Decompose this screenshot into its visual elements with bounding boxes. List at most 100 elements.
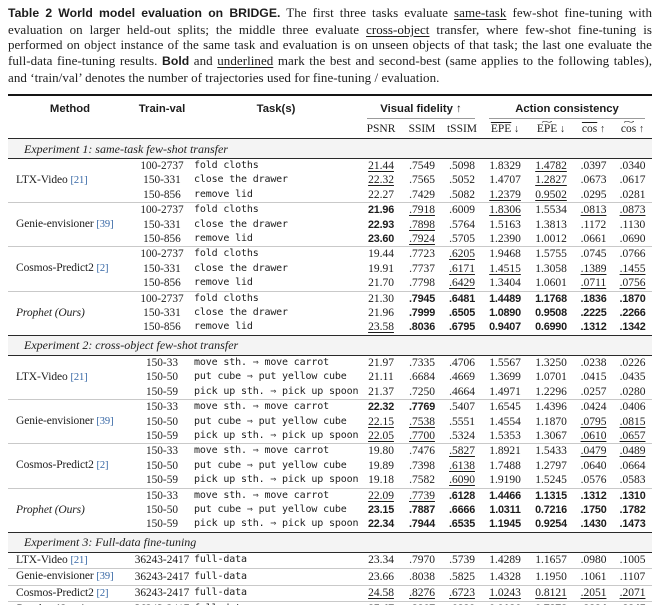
metric-value-cell: .0257 (574, 385, 613, 400)
metric-value-cell: .6535 (442, 517, 482, 532)
table-row: Cosmos-Predict2 [2] 100-2737 fold cloths 19… (8, 246, 653, 292)
train-val-cell: 150-33 (132, 399, 192, 415)
metric-value: .7945 (408, 292, 436, 305)
metric-value-cell: .7335 (402, 355, 442, 370)
metric-value-cell: .0795 (574, 415, 613, 429)
metric-value-cell: .7924 (402, 232, 442, 247)
task-cell: remove lid (194, 321, 253, 333)
metric-value: 1.9190 (489, 474, 521, 487)
metric-label: PSNR (366, 122, 396, 135)
method-name: Genie-envisioner (16, 415, 94, 428)
table-row: Cosmos-Predict2 [2] 36243-2417 full-data 24… (8, 584, 653, 602)
caption: Table 2 World model evaluation on BRIDGE… (8, 5, 652, 86)
metric-value-cell: 1.5353 (482, 429, 528, 444)
train-val-cell: 100-2737 (140, 160, 184, 173)
train-val-cell: 150-331 (143, 174, 181, 187)
citation-link[interactable]: [21] (70, 554, 88, 566)
metric-value-cell: .1107 (613, 568, 653, 586)
task-cell: close the drawer (194, 218, 288, 230)
caption-segment: mark the best and second-best (same appl… (8, 53, 652, 85)
caption-segment: and (189, 53, 218, 69)
metric-value: 1.4289 (489, 554, 521, 567)
metric-value: .7739 (409, 489, 435, 502)
metric-label: EPE (490, 122, 512, 135)
metric-value: 1.8921 (489, 445, 521, 458)
metric-value-cell: 19.44 (360, 246, 402, 262)
metric-value-cell: 1.6545 (482, 399, 529, 415)
table-row: Prophet (Ours) 150-33 move sth. ⇒ move car… (8, 487, 653, 533)
task-cell: pick up sth. ⇒ pick up spoon (194, 385, 359, 397)
metric-value-cell: .2225 (574, 306, 613, 320)
metric-value: .7737 (409, 262, 435, 275)
metric-value-cell: .0873 (613, 202, 653, 218)
citation-link[interactable]: [39] (96, 219, 114, 231)
table-row: 150-331 close the drawer 22.32 .7565 .5052 1.… (8, 173, 652, 187)
train-val-cell: 150-33 (132, 487, 192, 503)
metric-value-cell: .2245 (613, 600, 653, 605)
metric-value: .0257 (580, 385, 607, 398)
task-cell: remove lid (194, 188, 253, 200)
metric-value-cell: .6481 (442, 290, 483, 307)
metric-value: .7798 (409, 277, 435, 290)
metric-value: 1.5567 (489, 356, 521, 369)
metric-value-cell: .1750 (574, 503, 613, 517)
metric-value: .0435 (619, 371, 646, 384)
metric-value: .7398 (409, 459, 435, 472)
citation-link[interactable]: [2] (96, 460, 109, 472)
metric-value-cell: .1005 (613, 552, 652, 568)
results-table: Method Train-val Task(s) Visual fidelity… (8, 93, 653, 605)
metric-value: 1.5353 (489, 429, 521, 442)
method-name: Genie-envisioner (16, 218, 94, 231)
metric-header: SSIM (402, 119, 442, 139)
metric-value: .6666 (448, 503, 476, 516)
task-cell: full-data (192, 600, 360, 605)
citation-link[interactable]: [2] (96, 587, 109, 599)
task-cell: pick up sth. ⇒ pick up spoon (194, 518, 359, 530)
metric-value: 1.2827 (535, 174, 567, 187)
citation-link[interactable]: [21] (70, 371, 88, 383)
train-val-cell: 36243-2417 (132, 584, 192, 602)
citation-link[interactable]: [2] (96, 263, 109, 275)
metric-value-cell: .1312 (574, 320, 613, 335)
metric-value: .6009 (449, 204, 475, 217)
metric-value: .5551 (449, 415, 475, 428)
caption-segment: Table 2 World model evaluation on BRIDGE… (8, 6, 281, 20)
metric-value: 21.30 (368, 292, 394, 305)
metric-value-cell: 1.9190 (482, 473, 528, 488)
citation-link[interactable]: [21] (70, 174, 88, 186)
metric-value-cell: .2266 (613, 306, 652, 320)
metric-value: .5098 (449, 160, 475, 173)
train-val-cell: 150-50 (145, 415, 178, 428)
metric-value: .7549 (409, 160, 435, 173)
task-cell: put cube ⇒ put yellow cube (194, 503, 347, 515)
train-val-cell: 150-856 (143, 277, 181, 290)
metric-value: 22.32 (368, 174, 394, 187)
metric-value: 21.11 (368, 371, 394, 384)
metric-value-cell: .0815 (613, 415, 652, 429)
col-group-action-consistency: Action consistency (482, 95, 652, 119)
metric-value-cell: .0661 (574, 232, 613, 247)
metric-value: 21.44 (368, 160, 394, 173)
citation-link[interactable]: [39] (96, 416, 114, 428)
metric-value-cell: .6171 (442, 262, 482, 276)
metric-value-cell: .7918 (402, 202, 442, 218)
metric-value: .5764 (449, 218, 475, 231)
train-val-cell: 150-856 (143, 321, 181, 334)
metric-value: 21.97 (368, 356, 394, 369)
metric-value: 19.89 (368, 459, 394, 472)
caption-segment: underlined (217, 53, 274, 69)
metric-value-cell: 1.2390 (482, 232, 528, 247)
metric-value-cell: 21.96 (360, 306, 402, 320)
metric-value: .0280 (619, 385, 646, 398)
metric-value-cell: .0813 (574, 202, 614, 218)
metric-value: 19.44 (368, 248, 394, 261)
metric-value: 1.1870 (535, 415, 567, 428)
metric-value-cell: .1130 (613, 218, 652, 232)
metric-value-cell: 23.58 (360, 320, 402, 335)
metric-value-cell: .2071 (613, 584, 653, 602)
metric-value-cell: .0657 (613, 429, 652, 444)
metric-value: .7999 (408, 307, 436, 320)
table-row: 150-50 put cube ⇒ put yellow cube 21.11 .66… (8, 370, 652, 384)
citation-link[interactable]: [39] (96, 571, 114, 583)
metric-value: .0795 (580, 415, 607, 428)
